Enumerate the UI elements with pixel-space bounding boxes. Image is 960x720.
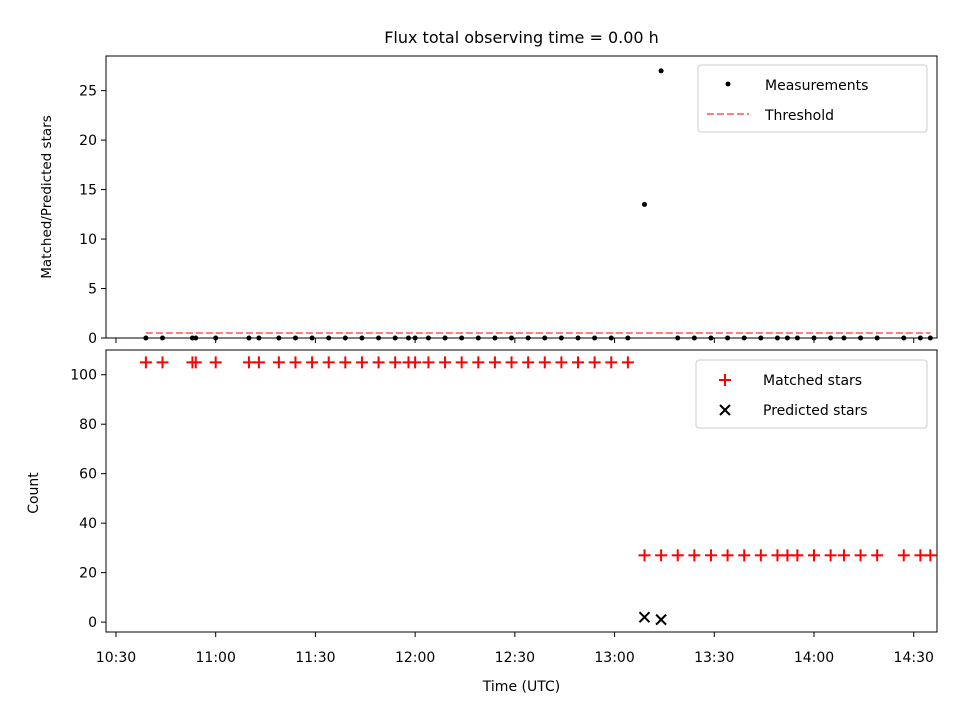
matched-stars-point	[339, 356, 352, 369]
bottom-panel-data	[139, 356, 937, 626]
matched-stars-point	[655, 549, 668, 562]
bottom-legend-frame	[695, 359, 928, 429]
y-tick-label: 100	[70, 368, 97, 384]
matched-stars-point	[688, 549, 701, 562]
matched-stars-point	[139, 356, 152, 369]
matched-stars-point	[754, 549, 767, 562]
matched-stars-point	[472, 356, 485, 369]
top-panel-title: Flux total observing time = 0.00 h	[384, 28, 659, 47]
y-tick-label: 0	[88, 615, 97, 631]
matched-stars-point	[572, 356, 585, 369]
y-tick-label: 0	[88, 331, 97, 347]
matched-stars-point	[389, 356, 402, 369]
y-tick-label: 15	[79, 183, 97, 199]
measurements-point	[641, 201, 647, 207]
threshold-legend-label: Threshold	[764, 108, 834, 124]
y-tick-label: 25	[79, 84, 97, 100]
y-tick-label: 60	[79, 467, 97, 483]
matched-stars-point	[605, 356, 618, 369]
measurements-legend-label: Measurements	[765, 78, 868, 94]
x-tick-label: 12:00	[395, 650, 435, 666]
matched-stars-legend-marker	[719, 374, 731, 386]
bottom-panel-frame	[105, 349, 938, 633]
matched-stars-point	[808, 549, 821, 562]
top-legend-frame	[697, 64, 928, 133]
matched-stars-point	[439, 356, 452, 369]
matched-stars-point	[924, 549, 937, 562]
top-panel: 0 5 10 15 20 25 Flux total observing time = 0…	[39, 28, 938, 347]
bottom-panel-y-axis-label: Count	[26, 472, 42, 514]
matched-stars-point	[791, 549, 804, 562]
top-panel-y-ticks: 0 5 10 15 20 25	[79, 84, 106, 347]
predicted-stars-point	[638, 611, 651, 623]
x-tick-label: 11:00	[196, 650, 236, 666]
matched-stars-point	[588, 356, 601, 369]
bottom-panel: 0 20 40 60 80 100 10:30 11:00 11:30 12:00 12:30 13…	[26, 349, 938, 695]
matched-stars-point	[897, 549, 910, 562]
matched-stars-point	[455, 356, 468, 369]
matched-stars-point	[209, 356, 222, 369]
bottom-panel-legend: Matched stars Predicted stars	[695, 359, 928, 429]
matched-stars-point	[871, 549, 884, 562]
matched-stars-point	[704, 549, 717, 562]
y-tick-label: 20	[79, 566, 97, 582]
matched-stars-point	[372, 356, 385, 369]
y-tick-label: 5	[88, 282, 97, 298]
matched-stars-point	[156, 356, 169, 369]
x-tick-label: 14:30	[894, 650, 934, 666]
top-panel-frame	[105, 55, 938, 339]
y-tick-label: 80	[79, 417, 97, 433]
top-panel-y-axis-label: Matched/Predicted stars	[39, 115, 55, 278]
x-tick-label: 13:30	[694, 650, 734, 666]
measurements-legend-marker	[725, 81, 731, 87]
matched-stars-point	[824, 549, 837, 562]
top-panel-legend: Measurements Threshold	[697, 64, 928, 133]
matched-stars-point	[355, 356, 368, 369]
matched-stars-point	[738, 549, 751, 562]
x-tick-label: 11:30	[295, 650, 335, 666]
top-panel-x-ticks	[115, 338, 915, 343]
matched-stars-point	[854, 549, 867, 562]
predicted-stars-legend-marker	[719, 404, 731, 416]
matched-stars-point	[322, 356, 335, 369]
matched-stars-point	[638, 549, 651, 562]
matched-stars-point	[538, 356, 551, 369]
matched-stars-point	[409, 356, 422, 369]
matched-stars-point	[555, 356, 568, 369]
x-tick-label: 14:00	[794, 650, 834, 666]
bottom-panel-y-ticks: 0 20 40 60 80 100	[70, 368, 106, 631]
x-tick-label: 10:30	[96, 650, 136, 666]
matched-stars-point	[522, 356, 535, 369]
y-tick-label: 40	[79, 516, 97, 532]
measurements-point	[658, 68, 664, 74]
matched-stars-point	[671, 549, 684, 562]
matched-stars-point	[189, 356, 202, 369]
x-tick-label: 13:00	[594, 650, 634, 666]
y-tick-label: 10	[79, 232, 97, 248]
matched-stars-point	[252, 356, 265, 369]
x-tick-label: 12:30	[495, 650, 535, 666]
predicted-stars-point	[655, 613, 667, 626]
matched-stars-point	[422, 356, 435, 369]
matched-stars-point	[289, 356, 302, 369]
matched-stars-point	[306, 356, 319, 369]
matched-stars-point	[505, 356, 518, 369]
matched-stars-point	[721, 549, 734, 562]
matched-stars-legend-label: Matched stars	[763, 373, 862, 389]
y-tick-label: 20	[79, 133, 97, 149]
matched-stars-point	[621, 356, 634, 369]
matched-stars-point	[488, 356, 501, 369]
predicted-stars-legend-label: Predicted stars	[763, 403, 868, 419]
bottom-panel-x-ticks: 10:30 11:00 11:30 12:00 12:30 13:00 13:30 14:00…	[96, 632, 934, 666]
matched-stars-point	[272, 356, 285, 369]
top-panel-data	[143, 68, 933, 341]
matched-stars-point	[837, 549, 850, 562]
bottom-panel-x-axis-label: Time (UTC)	[482, 679, 560, 695]
